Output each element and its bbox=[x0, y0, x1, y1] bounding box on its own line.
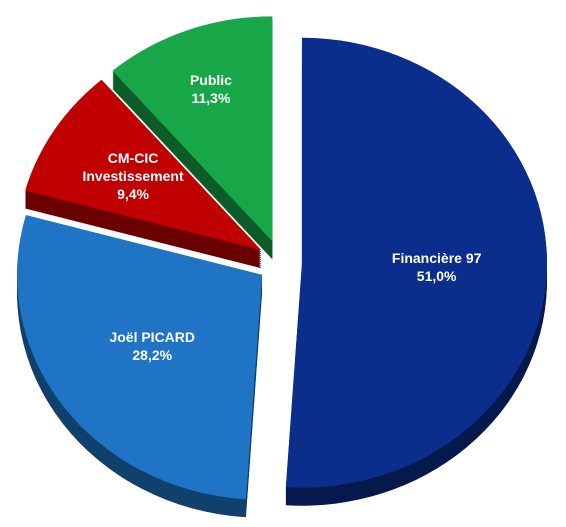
value-label: 51,0% bbox=[416, 267, 457, 284]
slice bbox=[17, 214, 263, 500]
category-label: Financière 97 bbox=[391, 249, 482, 266]
category-label: Public bbox=[189, 72, 232, 89]
slice-label: Public 11,3% bbox=[190, 71, 232, 107]
slice bbox=[25, 79, 262, 251]
category-label: CM-CIC Investissement bbox=[82, 149, 184, 184]
slice-label: CM-CIC Investissement 9,4% bbox=[78, 149, 188, 203]
slice-label: Financière 97 51,0% bbox=[392, 249, 482, 285]
category-label: Joël PICARD bbox=[109, 329, 196, 346]
value-label: 11,3% bbox=[191, 90, 231, 107]
slice-label: Joël PICARD 28,2% bbox=[109, 328, 195, 364]
value-label: 9,4% bbox=[117, 185, 150, 202]
slice bbox=[112, 16, 273, 242]
value-label: 28,2% bbox=[132, 347, 173, 364]
slice bbox=[285, 37, 547, 488]
